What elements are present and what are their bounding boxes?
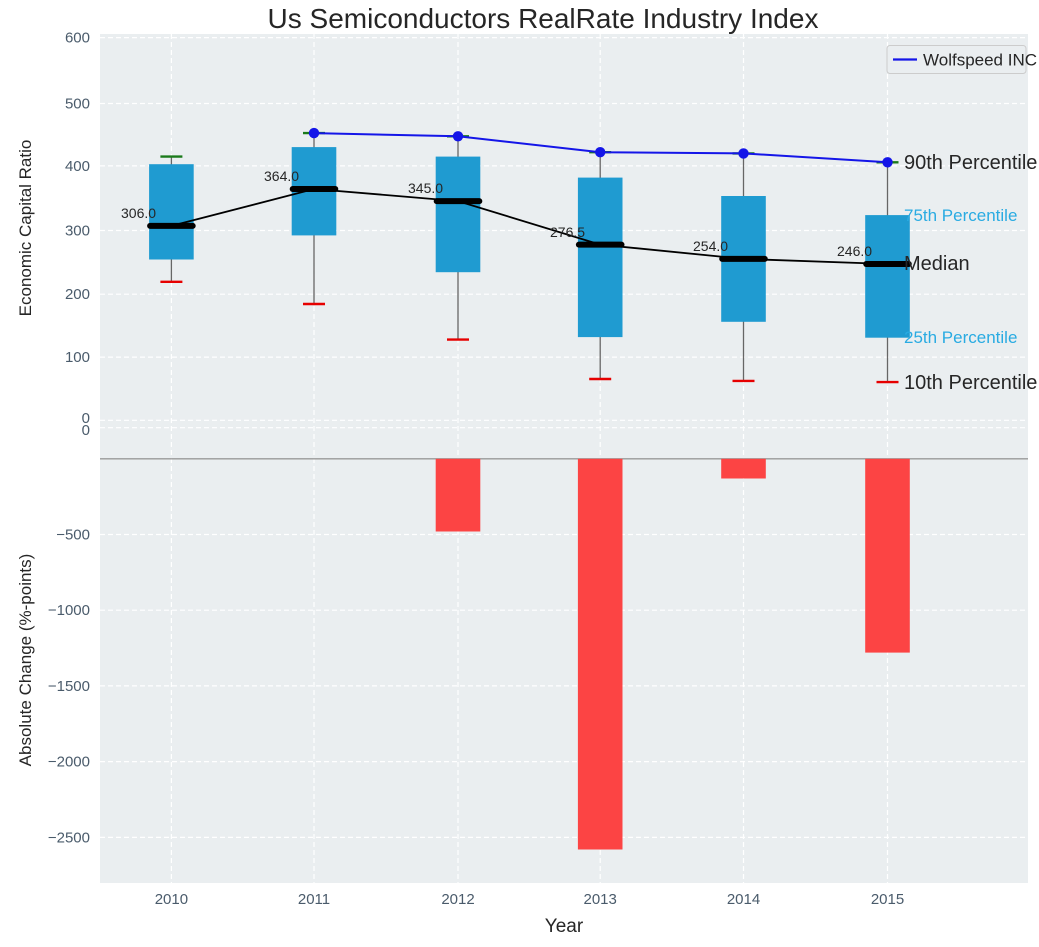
svg-text:2015: 2015	[871, 891, 904, 908]
svg-text:400: 400	[65, 158, 90, 175]
svg-text:−500: −500	[56, 527, 90, 544]
svg-text:100: 100	[65, 349, 90, 366]
svg-text:200: 200	[65, 286, 90, 303]
svg-text:−1000: −1000	[48, 602, 90, 619]
svg-text:246.0: 246.0	[837, 243, 872, 259]
svg-text:75th Percentile: 75th Percentile	[904, 206, 1017, 225]
svg-text:Economic Capital Ratio: Economic Capital Ratio	[16, 140, 35, 317]
svg-text:Us Semiconductors RealRate Ind: Us Semiconductors RealRate Industry Inde…	[268, 3, 819, 34]
svg-text:90th Percentile: 90th Percentile	[904, 152, 1037, 174]
svg-text:254.0: 254.0	[693, 238, 728, 254]
svg-text:276.5: 276.5	[550, 224, 585, 240]
svg-text:0: 0	[82, 422, 90, 439]
svg-text:600: 600	[65, 30, 90, 47]
svg-text:−2000: −2000	[48, 754, 90, 771]
svg-text:2010: 2010	[155, 891, 188, 908]
svg-text:Median: Median	[904, 253, 970, 275]
svg-text:306.0: 306.0	[121, 205, 156, 221]
svg-text:Year: Year	[545, 916, 584, 937]
svg-text:Absolute Change (%-points): Absolute Change (%-points)	[16, 554, 35, 767]
svg-text:−1500: −1500	[48, 678, 90, 695]
svg-text:2013: 2013	[584, 891, 617, 908]
svg-text:300: 300	[65, 223, 90, 240]
svg-text:−2500: −2500	[48, 829, 90, 846]
svg-text:2011: 2011	[298, 891, 330, 908]
svg-text:364.0: 364.0	[264, 168, 299, 184]
svg-text:2014: 2014	[727, 891, 760, 908]
svg-text:10th Percentile: 10th Percentile	[904, 372, 1037, 394]
svg-text:345.0: 345.0	[408, 180, 443, 196]
svg-text:2012: 2012	[441, 891, 474, 908]
svg-text:Wolfspeed INC: Wolfspeed INC	[923, 51, 1037, 70]
svg-text:25th Percentile: 25th Percentile	[904, 328, 1017, 347]
svg-text:500: 500	[65, 96, 90, 113]
